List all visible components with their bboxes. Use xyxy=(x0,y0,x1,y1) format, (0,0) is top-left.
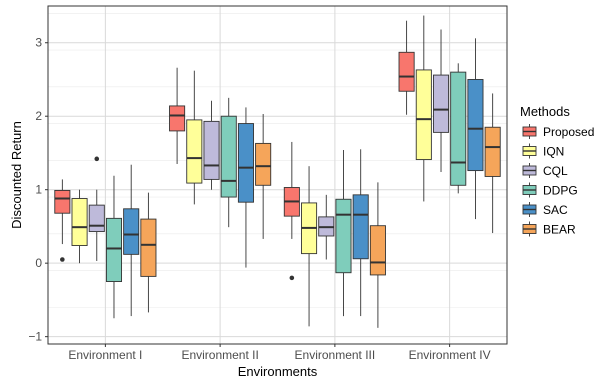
box-ddpg-iqr xyxy=(220,115,237,198)
box-bear-iqr xyxy=(255,142,272,186)
box-ddpg xyxy=(450,63,467,194)
box-proposed-iqr xyxy=(169,105,186,132)
legend-title: Methods xyxy=(520,104,570,119)
box-cql xyxy=(432,29,450,173)
box-bear-iqr xyxy=(484,126,501,177)
box-bear xyxy=(369,182,386,328)
box-iqn-iqr xyxy=(186,119,203,184)
box-ddpg-iqr xyxy=(335,198,352,274)
box-cql-iqr xyxy=(203,120,220,180)
y-tick-label: 3 xyxy=(35,36,42,50)
box-sac-iqr xyxy=(123,208,140,255)
legend-label-iqn: IQN xyxy=(543,145,564,159)
x-tick-label: Environment II xyxy=(181,348,258,362)
box-bear-iqr xyxy=(140,218,157,277)
box-bear xyxy=(140,192,157,313)
box-iqn xyxy=(186,70,203,205)
grid xyxy=(48,6,507,345)
box-sac xyxy=(352,149,369,317)
box-sac xyxy=(467,38,484,220)
x-tick-label: Environment I xyxy=(68,348,142,362)
box-iqn xyxy=(71,189,88,264)
box-bear xyxy=(255,114,272,239)
legend-label-sac: SAC xyxy=(543,203,568,217)
y-tick-label: −1 xyxy=(28,330,42,344)
y-tick-label: 1 xyxy=(35,183,42,197)
box-ddpg xyxy=(105,175,123,319)
box-sac xyxy=(123,164,140,317)
box-cql-iqr xyxy=(432,74,450,133)
y-axis: −1 0 1 2 3 xyxy=(28,36,48,344)
x-axis-title: Environments xyxy=(238,364,318,379)
legend-label-proposed: Proposed xyxy=(543,125,594,139)
x-tick-label: Environment IV xyxy=(409,348,491,362)
legend-label-cql: CQL xyxy=(543,164,568,178)
boxes xyxy=(54,15,501,328)
x-axis: Environment I Environment II Environment I… xyxy=(68,344,491,362)
box-proposed xyxy=(398,20,415,115)
box-bear xyxy=(484,93,501,234)
box-iqn xyxy=(301,166,318,327)
box-cql xyxy=(88,156,105,261)
box-ddpg-iqr xyxy=(105,217,123,282)
box-sac-iqr xyxy=(352,194,369,260)
box-sac-iqr xyxy=(467,79,484,172)
outlier-point xyxy=(60,257,65,262)
box-proposed-iqr xyxy=(54,189,71,214)
box-cql xyxy=(203,100,220,190)
box-iqn-iqr xyxy=(415,69,432,161)
box-ddpg xyxy=(220,97,237,228)
legend-label-bear: BEAR xyxy=(543,223,576,237)
y-tick-label: 2 xyxy=(35,109,42,123)
box-sac xyxy=(237,107,254,268)
legend-label-ddpg: DDPG xyxy=(543,184,578,198)
box-bear-iqr xyxy=(369,225,386,276)
y-tick-label: 0 xyxy=(35,256,42,270)
legend: Methods Proposed IQN CQL DDPG SAC BEAR xyxy=(520,104,594,237)
box-ddpg-iqr xyxy=(450,71,467,186)
box-proposed xyxy=(169,67,186,164)
box-iqn-iqr xyxy=(71,198,88,246)
box-cql-iqr xyxy=(88,204,105,233)
box-cql xyxy=(318,194,335,260)
box-ddpg xyxy=(335,150,352,317)
plot-panel-border xyxy=(47,5,508,345)
box-proposed xyxy=(283,141,300,281)
outlier-point xyxy=(94,156,100,162)
outlier-point xyxy=(289,275,295,281)
box-proposed-iqr xyxy=(398,51,415,92)
box-iqn xyxy=(415,15,432,202)
box-proposed xyxy=(54,179,71,262)
box-sac-iqr xyxy=(237,123,254,203)
x-tick-label: Environment III xyxy=(295,348,376,362)
y-axis-title: Discounted Return xyxy=(9,121,24,229)
